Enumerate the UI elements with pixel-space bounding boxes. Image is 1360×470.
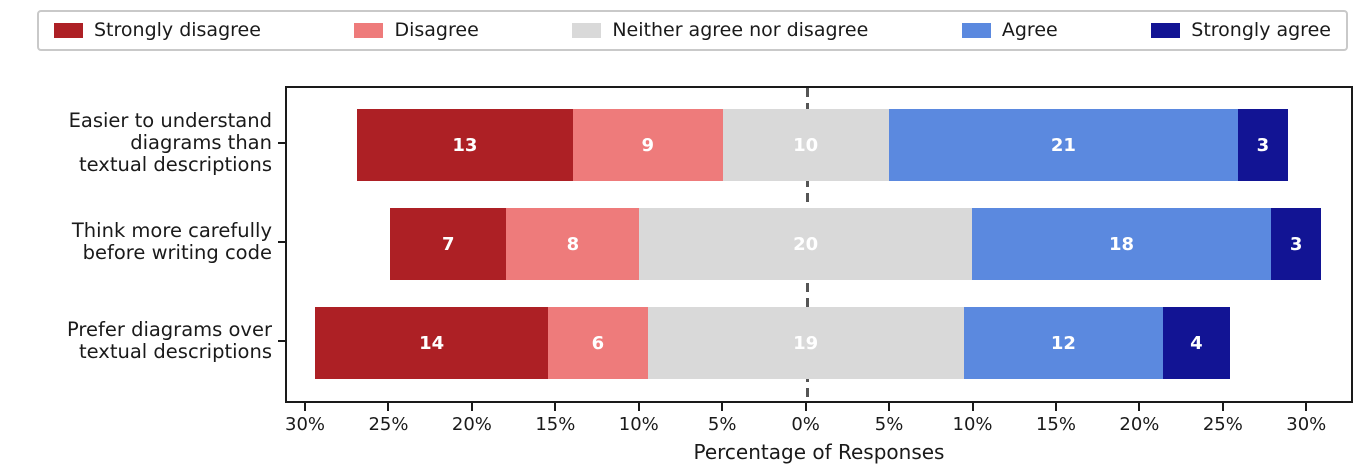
bar-value-label: 14	[419, 332, 445, 354]
bar-value-label: 3	[1256, 134, 1270, 156]
bar-value-label: 4	[1190, 332, 1203, 354]
bar-segment: 12	[963, 307, 1164, 379]
x-tick-label: 25%	[1202, 414, 1243, 435]
x-tick-label: 20%	[451, 414, 492, 435]
legend-label: Neither agree nor disagree	[612, 19, 869, 41]
x-tick-label: 10%	[952, 414, 993, 435]
bar-segment: 7	[390, 208, 507, 280]
x-tick-mark	[721, 403, 724, 411]
x-tick-mark	[470, 403, 473, 411]
x-tick-mark	[387, 403, 390, 411]
x-tick-mark	[1221, 403, 1224, 411]
x-tick-mark	[304, 403, 307, 411]
legend-item-disagree: Disagree	[354, 19, 479, 41]
disagree-swatch-icon	[354, 23, 384, 38]
x-tick-label: 20%	[1119, 414, 1160, 435]
legend-label: Strongly agree	[1191, 19, 1331, 41]
bar-value-label: 21	[1050, 134, 1076, 156]
bar-row: 13 9 10 21 3	[287, 109, 1351, 181]
legend-label: Disagree	[394, 19, 479, 41]
x-tick-mark	[1305, 403, 1308, 411]
bar-segment: 9	[572, 109, 723, 181]
bar-segment: 18	[971, 208, 1272, 280]
legend: Strongly disagree Disagree Neither agree…	[37, 10, 1348, 51]
bar-value-label: 3	[1289, 233, 1303, 255]
x-axis-title: Percentage of Responses	[693, 440, 945, 464]
bar-value-label: 18	[1109, 233, 1135, 255]
bar-segment: 14	[315, 307, 548, 379]
bar-value-label: 13	[452, 134, 478, 156]
bar-segment: 4	[1163, 307, 1230, 379]
x-tick-mark	[1138, 403, 1141, 411]
x-tick-mark	[971, 403, 974, 411]
x-tick-label: 15%	[1035, 414, 1076, 435]
bar-segment: 19	[647, 307, 964, 379]
bar-segment: 20	[639, 208, 972, 280]
x-tick-mark	[637, 403, 640, 411]
x-tick-label: 15%	[535, 414, 576, 435]
strongly-agree-swatch-icon	[1151, 23, 1181, 38]
category-label: Easier to understand diagrams than textual…	[68, 109, 272, 176]
legend-item-strongly-disagree: Strongly disagree	[54, 21, 261, 40]
x-tick-mark	[1054, 403, 1057, 411]
bar-value-label: 12	[1050, 332, 1076, 354]
x-tick-label: 10%	[618, 414, 659, 435]
bar-value-label: 20	[793, 233, 819, 255]
bar-value-label: 19	[793, 332, 819, 354]
x-tick-mark	[554, 403, 557, 411]
bar-value-label: 7	[441, 233, 455, 255]
x-tick-label: 30%	[285, 414, 326, 435]
y-tick-mark	[278, 142, 285, 144]
bar-segment: 3	[1271, 208, 1322, 280]
x-tick-label: 0%	[791, 414, 820, 435]
neither-swatch-icon	[572, 23, 602, 38]
agree-swatch-icon	[961, 23, 991, 38]
y-tick-mark	[278, 241, 285, 243]
x-tick-label: 5%	[874, 414, 904, 435]
x-tick-label: 5%	[707, 414, 737, 435]
x-tick-mark	[888, 403, 891, 411]
category-label: Think more carefully before writing code	[71, 219, 272, 264]
bar-segment: 21	[888, 109, 1238, 181]
x-tick-mark	[804, 403, 807, 411]
bar-value-label: 9	[641, 134, 655, 156]
bar-row: 14 6 19 12 4	[287, 307, 1351, 379]
strongly-disagree-swatch-icon	[54, 23, 83, 38]
legend-item-strongly-agree: Strongly agree	[1151, 21, 1331, 40]
x-tick-label: 25%	[368, 414, 409, 435]
y-tick-mark	[278, 340, 285, 342]
bar-segment: 8	[506, 208, 640, 280]
category-label: Prefer diagrams over textual descriptions	[66, 318, 272, 363]
bar-segment: 3	[1237, 109, 1288, 181]
plot-area: 13 9 10 21 3 7 8 20 18 3 14 6 19 12 4	[285, 86, 1353, 403]
legend-item-neither: Neither agree nor disagree	[572, 21, 868, 40]
bar-row: 7 8 20 18 3	[287, 208, 1351, 280]
bar-value-label: 8	[566, 233, 580, 255]
bar-segment: 13	[356, 109, 573, 181]
x-tick-label: 30%	[1286, 414, 1327, 435]
bar-value-label: 6	[591, 332, 605, 354]
bar-value-label: 10	[793, 134, 819, 156]
legend-label: Agree	[1001, 19, 1058, 41]
legend-item-agree: Agree	[961, 19, 1058, 41]
bar-segment: 10	[722, 109, 889, 181]
bar-segment: 6	[548, 307, 648, 379]
legend-label: Strongly disagree	[94, 19, 261, 41]
